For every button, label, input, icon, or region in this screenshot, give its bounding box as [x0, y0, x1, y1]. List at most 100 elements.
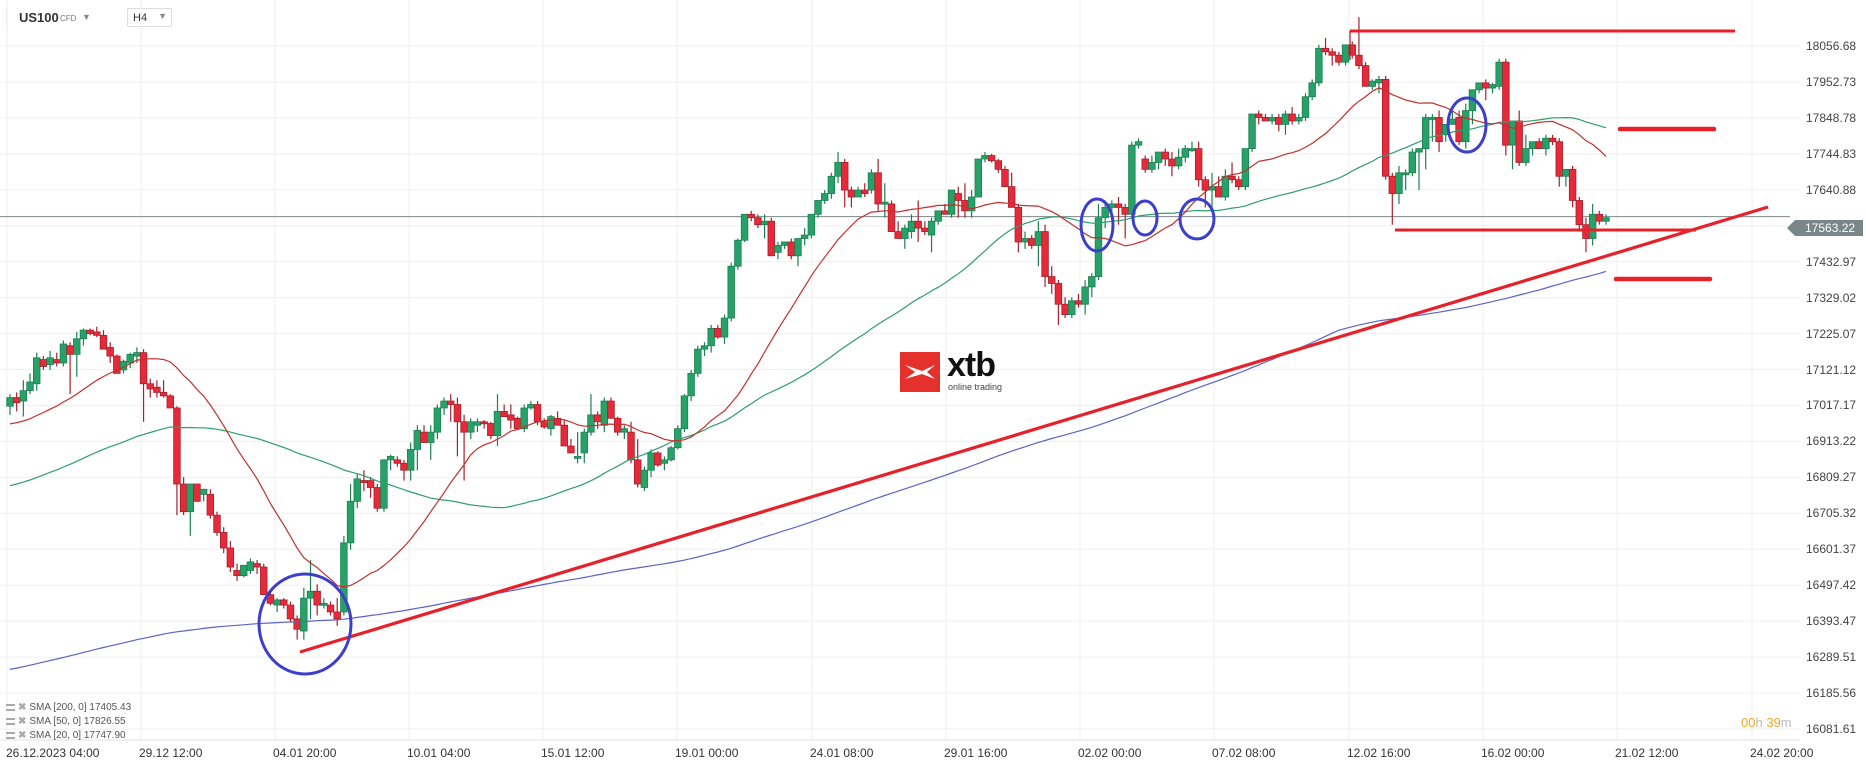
candle[interactable]: [1275, 114, 1283, 132]
candle[interactable]: [1194, 141, 1203, 187]
candle[interactable]: [313, 584, 321, 616]
candle[interactable]: [560, 420, 568, 447]
candle[interactable]: [353, 473, 361, 509]
candle[interactable]: [861, 183, 869, 198]
highlight-circle[interactable]: [1178, 197, 1216, 241]
candle[interactable]: [393, 456, 402, 467]
candle[interactable]: [1248, 113, 1256, 153]
candle[interactable]: [1295, 114, 1303, 125]
candle[interactable]: [1034, 221, 1043, 267]
candle[interactable]: [720, 314, 729, 344]
candle[interactable]: [734, 238, 742, 270]
close-icon[interactable]: ✖: [18, 702, 27, 713]
candle[interactable]: [39, 356, 48, 370]
candle[interactable]: [527, 401, 535, 410]
candle[interactable]: [1168, 152, 1176, 177]
candle[interactable]: [240, 564, 248, 578]
candle[interactable]: [1588, 203, 1597, 246]
candle[interactable]: [687, 369, 695, 402]
candle[interactable]: [153, 380, 161, 398]
candle[interactable]: [1522, 134, 1530, 166]
candle[interactable]: [19, 380, 28, 417]
candle[interactable]: [1542, 134, 1550, 156]
candle[interactable]: [1375, 75, 1383, 94]
candle[interactable]: [86, 328, 94, 336]
candle[interactable]: [213, 511, 221, 536]
candle[interactable]: [1401, 169, 1410, 191]
settings-icon[interactable]: [6, 731, 15, 739]
candle[interactable]: [66, 342, 74, 395]
candle[interactable]: [46, 350, 54, 370]
candle[interactable]: [33, 352, 41, 391]
candle[interactable]: [1174, 148, 1183, 170]
candle[interactable]: [1241, 148, 1250, 191]
candle[interactable]: [1575, 197, 1583, 232]
candle[interactable]: [1568, 165, 1577, 208]
highlight-circle[interactable]: [1131, 199, 1159, 237]
candle[interactable]: [1535, 138, 1543, 149]
candle[interactable]: [974, 158, 982, 198]
candle[interactable]: [1582, 217, 1590, 253]
settings-icon[interactable]: [6, 703, 15, 711]
candle[interactable]: [1361, 62, 1370, 87]
candle[interactable]: [59, 340, 68, 367]
highlight-circle[interactable]: [1079, 197, 1115, 253]
candle[interactable]: [714, 324, 722, 339]
candle[interactable]: [1341, 44, 1350, 66]
candle[interactable]: [206, 489, 215, 519]
candle[interactable]: [1381, 75, 1390, 180]
candle[interactable]: [1081, 280, 1089, 315]
candle[interactable]: [447, 394, 455, 422]
candle[interactable]: [1395, 165, 1403, 204]
candle[interactable]: [260, 563, 268, 596]
candle[interactable]: [166, 394, 174, 409]
candle[interactable]: [620, 425, 629, 440]
candle[interactable]: [53, 352, 61, 367]
candle[interactable]: [553, 411, 562, 426]
candle[interactable]: [1355, 17, 1363, 70]
candle[interactable]: [1488, 82, 1497, 94]
candle[interactable]: [1368, 79, 1376, 90]
candle[interactable]: [834, 152, 842, 184]
candle[interactable]: [1281, 110, 1290, 135]
candle[interactable]: [1041, 224, 1049, 287]
candle[interactable]: [493, 394, 502, 446]
candle[interactable]: [654, 451, 662, 467]
candle[interactable]: [1548, 134, 1557, 146]
candle[interactable]: [760, 214, 769, 239]
candle[interactable]: [794, 238, 802, 267]
candle[interactable]: [820, 190, 829, 204]
candle[interactable]: [12, 392, 21, 412]
candle[interactable]: [613, 416, 622, 436]
candle[interactable]: [6, 394, 14, 415]
candle[interactable]: [386, 454, 395, 471]
candle[interactable]: [867, 169, 876, 194]
candle[interactable]: [186, 483, 195, 536]
candle[interactable]: [293, 615, 301, 640]
candle[interactable]: [280, 598, 288, 609]
candle[interactable]: [847, 186, 856, 208]
candle[interactable]: [1475, 82, 1483, 94]
candle[interactable]: [1555, 138, 1563, 187]
candle[interactable]: [667, 445, 675, 462]
candle[interactable]: [1121, 203, 1129, 239]
candle[interactable]: [987, 153, 996, 163]
candle[interactable]: [99, 330, 108, 350]
candle[interactable]: [467, 418, 475, 440]
candle[interactable]: [420, 425, 428, 443]
candle[interactable]: [674, 425, 682, 450]
candle[interactable]: [340, 535, 348, 616]
candle[interactable]: [1061, 297, 1069, 319]
candle[interactable]: [1462, 103, 1470, 149]
candle[interactable]: [146, 378, 154, 398]
candle[interactable]: [700, 342, 709, 357]
candle[interactable]: [600, 397, 609, 433]
candle[interactable]: [927, 217, 936, 253]
trendline-support[interactable]: [299, 205, 1769, 654]
candle[interactable]: [406, 442, 415, 481]
candle[interactable]: [193, 483, 201, 502]
candle[interactable]: [1048, 266, 1056, 294]
candle[interactable]: [1001, 165, 1009, 188]
candle[interactable]: [320, 598, 328, 609]
candle[interactable]: [199, 488, 208, 502]
